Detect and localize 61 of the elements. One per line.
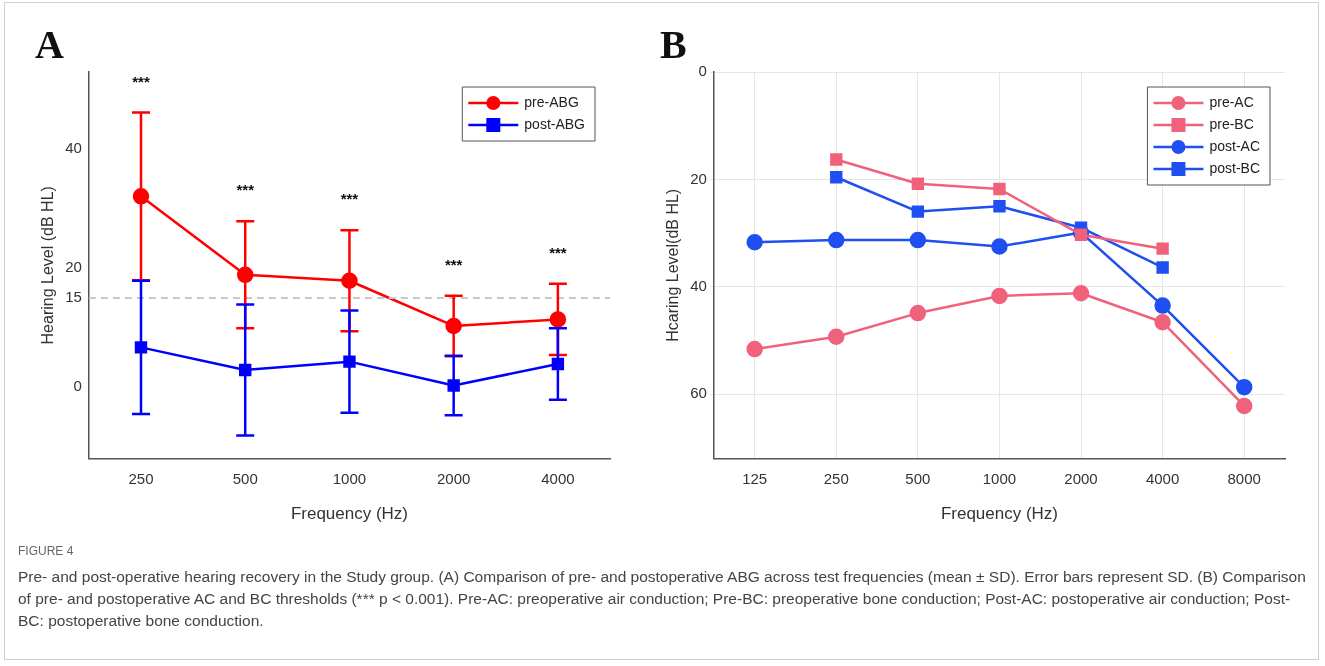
annotation: ***	[236, 181, 255, 199]
y-tick-label: 20	[690, 169, 707, 187]
point	[991, 238, 1008, 255]
y-tick-label: 40	[65, 139, 82, 157]
point	[746, 233, 763, 251]
x-tick-label: 500	[905, 469, 931, 487]
y-axis-title: Hearing Level (dB HL)	[39, 186, 57, 345]
chart-title: A	[35, 22, 64, 68]
x-tick-label: 250	[823, 469, 849, 487]
point	[1235, 397, 1253, 415]
point	[746, 340, 763, 358]
annotation: ***	[132, 72, 150, 90]
legend-label: post-AC	[1209, 137, 1261, 154]
point	[911, 205, 925, 218]
y-tick-label: 15	[65, 288, 82, 306]
annotation: ***	[444, 255, 463, 273]
x-tick-label: 250	[128, 469, 154, 487]
legend-label: pre-BC	[1209, 115, 1254, 132]
point	[1072, 284, 1090, 302]
point	[828, 328, 845, 345]
x-tick-label: 8000	[1227, 469, 1261, 487]
text: Pre- and post-operative hearing recovery in the Study group. (A) Comparison of pre- and postoperative ABG across test frequencies (mean ± SD). Error bars represent SD. (B) Comparison of pre- and postoperative AC and BC thresholds (*** p < 0.001). Pre-AC: preoperative air conduction; Pre-BC: preoperative bone conduction; Post-AC: postoperative air conduction; Post-BC: postoperative bone conduction.	[18, 567, 1307, 631]
legend-label: pre-ABG	[524, 93, 579, 110]
x-tick-label: 500	[232, 469, 258, 487]
point	[830, 153, 843, 166]
x-tick-label: 1000	[332, 469, 367, 487]
point	[993, 200, 1006, 213]
point	[993, 182, 1006, 196]
point	[1156, 242, 1169, 255]
point	[911, 177, 925, 190]
point	[909, 304, 927, 322]
y-tick-label: 0	[698, 62, 707, 80]
point	[830, 171, 843, 184]
point	[1154, 313, 1171, 331]
point	[828, 231, 845, 249]
x-axis-title: Frequency (Hz)	[290, 504, 409, 524]
point	[1074, 228, 1088, 241]
annotation: ***	[549, 243, 567, 261]
caption: FIGURE 4	[18, 543, 75, 560]
x-tick-label: 1000	[982, 469, 1017, 487]
point	[991, 287, 1008, 305]
y-tick-label: 0	[73, 377, 82, 395]
legend-label: pre-AC	[1209, 93, 1254, 110]
x-tick-label: 2000	[1064, 469, 1098, 487]
legend-label: post-BC	[1209, 159, 1261, 176]
chart-title: B	[660, 22, 687, 68]
point	[1235, 378, 1253, 396]
y-tick-label: 40	[690, 276, 707, 294]
x-tick-label: 4000	[541, 469, 575, 487]
x-tick-label: 2000	[436, 469, 471, 487]
legend-label: post-ABG	[524, 115, 586, 132]
y-tick-label: 20	[65, 258, 82, 276]
point	[1154, 297, 1171, 314]
point	[1156, 261, 1169, 274]
y-axis-title: Hcaring Level(dB HL)	[664, 188, 682, 342]
x-tick-label: 125	[742, 469, 768, 487]
point	[909, 231, 927, 249]
x-axis-title: Frequency (Hz)	[940, 504, 1059, 524]
annotation: ***	[340, 190, 359, 208]
x-tick-label: 4000	[1145, 469, 1180, 487]
y-tick-label: 60	[690, 384, 707, 402]
